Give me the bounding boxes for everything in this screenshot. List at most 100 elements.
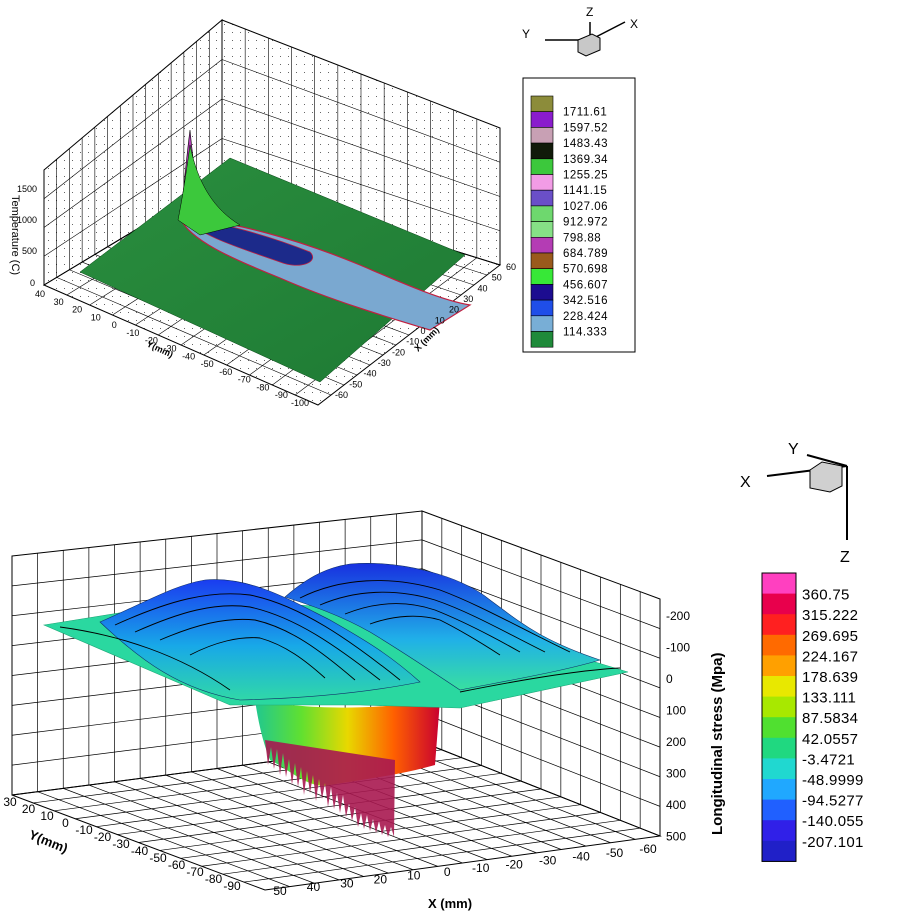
stress-legend-swatch	[762, 717, 796, 739]
stress-x-tick: -20	[506, 857, 524, 871]
stress-legend-swatch	[762, 779, 796, 800]
stress-y-tick: 30	[3, 795, 17, 809]
temp-legend-label: 1483.43	[563, 138, 608, 150]
temp-y-label: Y(mm)	[145, 339, 175, 360]
stress-legend-label: 269.695	[802, 628, 858, 645]
stress-legend-label: -3.4721	[802, 751, 855, 768]
stress-x-tick: 10	[407, 869, 421, 883]
temp-z-tick: 0	[30, 278, 35, 288]
temp-legend-swatch	[530, 205, 554, 222]
temp-x-tick: 30	[463, 294, 473, 304]
stress-surface-hump-left	[99, 579, 421, 701]
stress-y-tick: -70	[186, 865, 204, 879]
stress-triad-y: Y	[788, 441, 799, 458]
stress-legend-label: 87.5834	[802, 710, 858, 727]
temp-y-tick: 20	[72, 305, 82, 315]
stress-z-tick: 500	[666, 830, 686, 844]
temp-y-tick: 40	[35, 289, 45, 299]
stress-y-tick: -10	[75, 823, 93, 837]
temp-legend-label: 342.516	[563, 295, 608, 307]
temp-legend-label: 684.789	[563, 248, 608, 260]
stress-triad-z: Z	[840, 549, 850, 566]
temp-legend-swatch	[530, 299, 554, 317]
stress-surface-spikes	[265, 740, 395, 837]
stress-legend: 360.75 315.222 269.695 224.167 178.639 133.11…	[761, 572, 864, 862]
temp-x-tick: -20	[392, 347, 405, 357]
stress-z-tick: 0	[666, 672, 673, 686]
stress-y-tick: -40	[131, 844, 149, 858]
stress-y-axis: 30 20 10 0 -10 -20 -30 -40 -50 -60 -70 -80 -90	[3, 795, 241, 893]
stress-x-label: X (mm)	[428, 896, 472, 911]
stress-x-axis: 50 40 30 20 10 0 -10 -20 -30 -40 -50 -60	[273, 842, 657, 898]
temp-z-tick: 1500	[17, 184, 37, 194]
temp-x-tick: 0	[421, 326, 426, 336]
stress-y-tick: 20	[22, 802, 36, 816]
temp-y-tick: 30	[54, 297, 64, 307]
temp-z-tick: 500	[22, 246, 37, 256]
temp-legend-swatch	[530, 174, 554, 191]
temp-y-tick: -90	[275, 390, 288, 400]
stress-x-tick: 20	[374, 873, 388, 887]
stress-x-tick: -30	[539, 853, 557, 867]
stress-legend-label: -94.5277	[802, 793, 864, 810]
stress-legend-swatch	[762, 758, 796, 780]
stress-legend-label: 224.167	[802, 648, 858, 665]
temp-legend-label: 570.698	[563, 264, 608, 276]
stress-y-tick: 10	[40, 809, 54, 823]
temp-legend-label: 1369.34	[563, 154, 608, 166]
temp-y-tick: -80	[256, 382, 269, 392]
temp-legend-swatch	[530, 221, 554, 238]
stress-y-tick: -60	[168, 858, 186, 872]
stress-legend-swatch	[762, 634, 796, 656]
stress-legend-label: 133.111	[802, 690, 856, 707]
temp-legend-swatch	[530, 284, 554, 301]
temp-x-tick: 40	[478, 283, 488, 293]
temp-legend-label: 1141.15	[563, 185, 607, 197]
stress-y-label: Y(mm)	[27, 827, 70, 856]
temp-y-tick: -20	[145, 336, 158, 346]
temp-y-axis: 40 30 20 10 0 -10 -20 -30 -40 -50 -60 -70 -80 -90-100	[35, 289, 309, 408]
temp-legend-swatch	[530, 189, 554, 207]
stress-y-tick: -90	[223, 879, 241, 893]
stress-legend-label: -140.055	[802, 813, 864, 830]
stress-legend-swatch	[762, 573, 796, 594]
temp-x-tick: -10	[406, 337, 419, 347]
stress-legend-swatch	[762, 593, 796, 615]
stress-legend-swatch	[762, 676, 796, 697]
temp-z-axis: 0 500 1000 1500 Temperature (C)	[9, 184, 37, 288]
stress-triad-x: X	[740, 474, 751, 491]
temp-legend-swatch	[530, 142, 554, 160]
stress-x-tick: -40	[572, 850, 590, 864]
stress-legend-swatch	[762, 840, 796, 862]
stress-legend-label: 315.222	[802, 607, 858, 624]
temp-legend-swatch	[530, 158, 554, 175]
stress-y-tick: 0	[62, 816, 69, 830]
stress-legend-swatch	[762, 799, 796, 821]
stress-legend-swatch	[762, 655, 796, 677]
temp-axis-triad: Z Y X	[522, 5, 638, 57]
temp-x-tick: 50	[492, 273, 502, 283]
temp-legend-label: 114.333	[563, 327, 607, 339]
temp-legend-swatch	[530, 95, 554, 112]
temp-legend-label: 1711.61	[563, 107, 607, 119]
temp-x-tick: 20	[449, 305, 459, 315]
temp-legend-label: 1027.06	[563, 201, 608, 213]
temp-x-tick: -30	[378, 358, 391, 368]
temp-z-label: Temperature (C)	[9, 195, 21, 275]
stress-z-tick: -100	[666, 641, 690, 655]
stress-legend-swatch	[762, 820, 796, 842]
temp-y-tick: -70	[238, 375, 251, 385]
temp-legend-label: 912.972	[563, 217, 608, 229]
temp-legend-label: 798.88	[563, 232, 601, 244]
stress-legend-label: 178.639	[802, 669, 858, 686]
temp-y-tick: 10	[91, 312, 101, 322]
stress-surface-hump-right	[284, 563, 601, 691]
stress-legend-swatch	[762, 614, 796, 636]
stress-y-tick: -80	[205, 872, 223, 886]
temp-x-tick: 60	[506, 262, 516, 272]
stress-legend-label: -48.9999	[802, 772, 864, 789]
stress-x-tick: 30	[340, 876, 354, 890]
stress-legend-label: 360.75	[802, 587, 850, 604]
temperature-chart: 0 500 1000 1500 Temperature (C) 40 30 20 10…	[9, 5, 638, 408]
